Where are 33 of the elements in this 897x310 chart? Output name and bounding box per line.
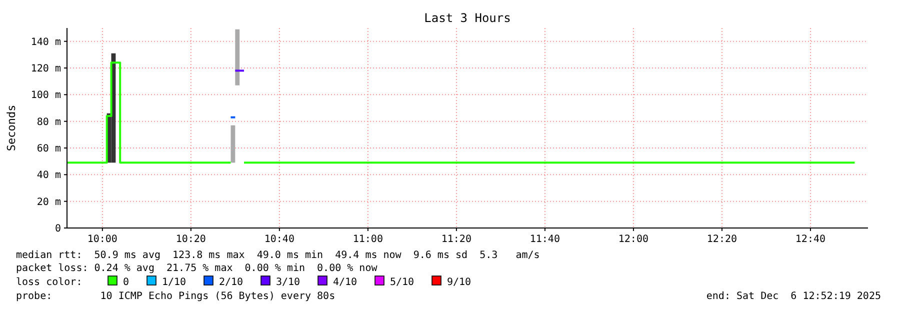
legend-label: 3/10 <box>276 277 300 288</box>
text: packet loss: 0.24 % avg 21.75 % max 0.00 % min 0.00 % now <box>16 263 378 274</box>
x-tick-label: 10:40 <box>264 234 294 245</box>
y-axis-title: Seconds <box>5 104 18 152</box>
y-tick-label: 80 m <box>36 116 61 128</box>
legend-label: 1/10 <box>162 277 186 288</box>
y-tick-label: 20 m <box>36 196 61 208</box>
x-tick-label: 12:00 <box>618 234 649 245</box>
bar <box>230 125 236 163</box>
chart-title: Last 3 Hours <box>424 11 511 25</box>
legend-label: 4/10 <box>333 277 358 288</box>
y-tick-label: 0 <box>54 224 61 234</box>
text: loss color: <box>16 277 82 288</box>
legend-label: 0 <box>123 277 130 288</box>
y-tick-label: 40 m <box>36 170 61 182</box>
x-tick-label: 10:20 <box>176 234 206 245</box>
text: end: Sat Dec 6 12:52:19 2025 <box>706 291 881 302</box>
x-tick-label: 11:40 <box>530 234 560 245</box>
bar <box>235 29 240 86</box>
y-tick-label: 140 m <box>30 36 61 48</box>
text: median rtt: 50.9 ms avg 123.8 ms max 49.0 ms min 49.4 ms now 9.6 ms sd 5.3 am/s <box>16 250 540 261</box>
text: probe: 10 ICMP Echo Pings (56 Bytes) every 80s <box>16 291 336 302</box>
y-tick-label: 120 m <box>30 64 61 74</box>
x-tick-label: 11:00 <box>352 234 383 245</box>
legend-label: 5/10 <box>390 277 414 288</box>
y-tick-label: 60 m <box>36 144 61 154</box>
legend-label: 2/10 <box>219 277 244 288</box>
legend-label: 9/10 <box>447 277 472 288</box>
x-tick-label: 12:40 <box>795 234 826 245</box>
y-tick-label: 100 m <box>30 90 61 102</box>
x-tick-label: 11:20 <box>441 234 472 245</box>
x-tick-label: 10:00 <box>87 234 118 245</box>
x-tick-label: 12:20 <box>706 234 738 245</box>
